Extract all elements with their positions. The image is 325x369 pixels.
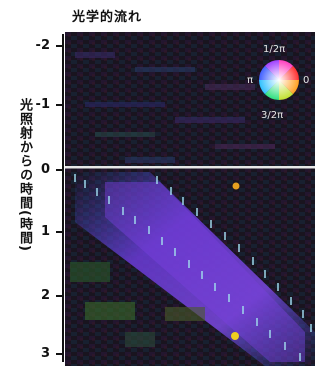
pre-light-streaks (75, 52, 275, 163)
y-axis-label: 光照射からの時間(時間) (17, 98, 32, 252)
y-tick-label: 1 (40, 224, 50, 239)
y-tick-label: 0 (40, 162, 50, 177)
wheel-label-right: 0 (303, 75, 310, 86)
color-wheel-legend: 1/2π π 0 3/2π (243, 44, 313, 124)
color-wheel-icon (259, 60, 299, 100)
y-tick (56, 231, 63, 233)
y-axis-line (62, 34, 64, 362)
figure-title: 光学的流れ (72, 10, 143, 25)
time-zero-divider (65, 166, 315, 169)
y-tick (56, 353, 63, 355)
y-tick (56, 169, 63, 171)
wavefront-ticks (74, 174, 312, 361)
wave-band-core (105, 182, 305, 362)
y-tick (56, 104, 63, 106)
wheel-label-left: π (247, 75, 254, 86)
y-tick-label: 3 (40, 346, 50, 361)
y-tick-label: 2 (40, 288, 50, 303)
y-tick (56, 45, 63, 47)
green-patches (70, 262, 205, 347)
wheel-label-top: 1/2π (263, 44, 286, 55)
wheel-label-bottom: 3/2π (261, 110, 284, 121)
y-tick (56, 295, 63, 297)
y-tick-label: -1 (35, 97, 50, 112)
yellow-spot (231, 332, 239, 340)
orange-spot (232, 182, 240, 190)
y-tick-label: -2 (35, 38, 50, 53)
